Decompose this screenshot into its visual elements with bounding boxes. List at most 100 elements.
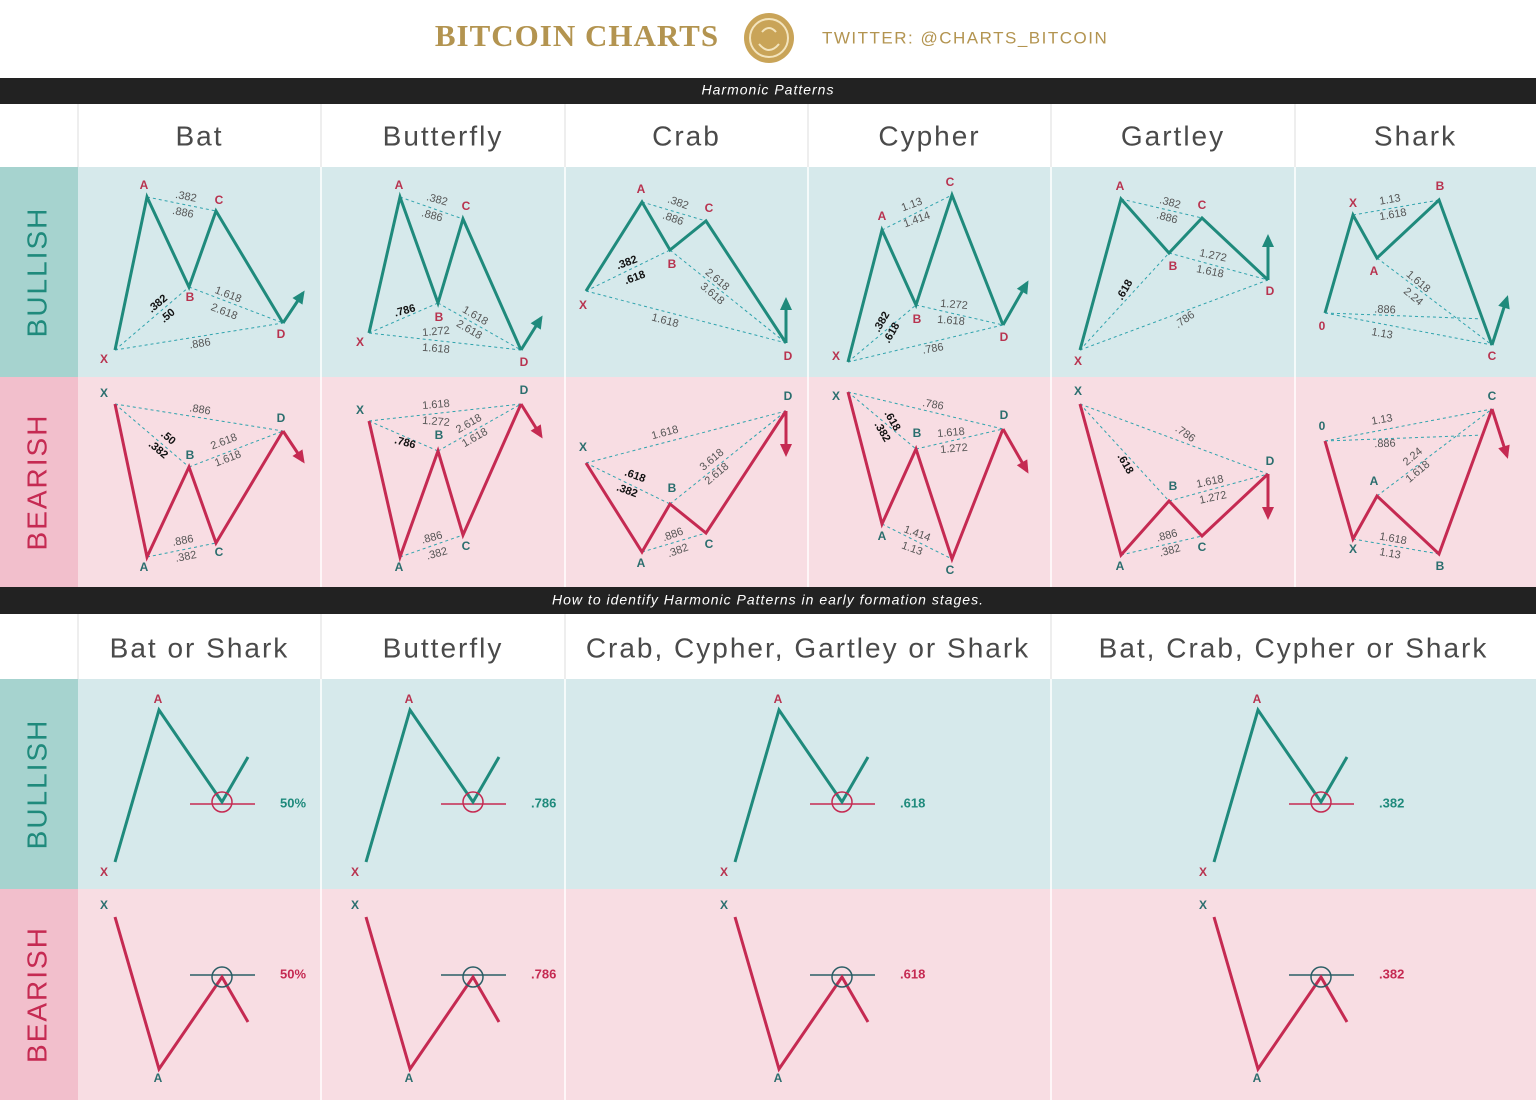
ratio-label: 1.618 bbox=[422, 342, 450, 356]
point-label: D bbox=[1266, 284, 1275, 298]
column-title: Crab bbox=[652, 120, 721, 151]
point-label: X bbox=[1349, 542, 1357, 556]
arrow-head bbox=[780, 444, 792, 457]
ratio-line bbox=[1120, 535, 1203, 556]
pattern-line bbox=[364, 706, 501, 863]
level-label: .382 bbox=[1379, 966, 1404, 981]
ratio-label: 1.618 bbox=[937, 314, 965, 328]
point-label: C bbox=[1198, 540, 1207, 554]
ratio-line bbox=[1376, 257, 1493, 346]
row-bg bbox=[78, 889, 1536, 1100]
ratio-label: .382 bbox=[174, 549, 197, 565]
point-label: C bbox=[705, 201, 714, 215]
ratio-line bbox=[1168, 252, 1269, 281]
ratio-label: .786 bbox=[393, 434, 417, 451]
row-label: BEARISH bbox=[21, 414, 52, 551]
ratio-line bbox=[641, 201, 707, 222]
banner-bg bbox=[0, 587, 1536, 614]
pattern-line bbox=[1078, 195, 1270, 351]
point-label: A bbox=[637, 556, 646, 570]
ratio-label: .886 bbox=[188, 336, 211, 351]
column-title: Bat bbox=[175, 120, 223, 151]
ratio-line bbox=[915, 304, 1004, 326]
point-label: A bbox=[878, 529, 887, 543]
point-label: D bbox=[1266, 454, 1275, 468]
point-label: B bbox=[668, 257, 677, 271]
point-label: D bbox=[520, 355, 529, 369]
ratio-line bbox=[114, 403, 284, 432]
point-label: X bbox=[100, 352, 108, 366]
level-marker bbox=[211, 791, 233, 813]
pattern-line bbox=[113, 916, 250, 1073]
point-label: X bbox=[100, 386, 108, 400]
point-label: B bbox=[1436, 179, 1445, 193]
point-label: A bbox=[154, 692, 163, 706]
ratio-line bbox=[399, 534, 464, 558]
ratio-label: .382 bbox=[1158, 542, 1182, 559]
arrow-head bbox=[530, 315, 543, 330]
point-label: X bbox=[579, 298, 587, 312]
ratio-label: .786 bbox=[921, 397, 944, 413]
ratio-label: .886 bbox=[1374, 304, 1396, 317]
point-label: D bbox=[1000, 330, 1009, 344]
ratio-label: 1.13 bbox=[1378, 546, 1401, 562]
row-label-bg bbox=[0, 167, 78, 377]
ratio-label: 1.272 bbox=[940, 298, 968, 312]
point-label: A bbox=[395, 178, 404, 192]
pattern-line bbox=[367, 403, 523, 563]
ratio-label: 1.618 bbox=[1195, 473, 1224, 490]
column-title: Butterfly bbox=[383, 120, 504, 151]
pattern-line bbox=[1323, 197, 1494, 346]
level-label: .618 bbox=[900, 966, 925, 981]
point-label: A bbox=[140, 178, 149, 192]
ratio-line bbox=[1120, 198, 1203, 219]
point-label: C bbox=[946, 175, 955, 189]
point-label: A bbox=[1116, 179, 1125, 193]
row-bg bbox=[78, 679, 1536, 889]
ratio-line bbox=[114, 403, 190, 468]
level-marker bbox=[831, 966, 853, 988]
point-label: C bbox=[705, 537, 714, 551]
ratio-line bbox=[881, 194, 953, 231]
ratio-line bbox=[368, 332, 522, 351]
pattern-line bbox=[584, 410, 788, 555]
level-label: 50% bbox=[280, 966, 306, 981]
point-label: X bbox=[720, 898, 728, 912]
row-bg bbox=[78, 377, 1536, 587]
point-label: 0 bbox=[1319, 419, 1326, 433]
point-label: B bbox=[1169, 479, 1178, 493]
ratio-line bbox=[1376, 408, 1493, 497]
ratio-label: 1.272 bbox=[940, 442, 968, 456]
ratio-line bbox=[585, 410, 787, 464]
ratio-line bbox=[1324, 434, 1486, 442]
point-label: C bbox=[462, 199, 471, 213]
level-marker bbox=[211, 966, 233, 988]
arrow-head bbox=[292, 290, 305, 305]
ratio-line bbox=[114, 286, 190, 351]
row-label-bg bbox=[0, 889, 78, 1100]
ratio-line bbox=[368, 420, 439, 452]
ratio-line bbox=[669, 410, 787, 505]
point-label: C bbox=[462, 539, 471, 553]
ratio-line bbox=[847, 324, 1004, 363]
ratio-label: .886 bbox=[171, 533, 194, 549]
logo bbox=[744, 13, 794, 63]
column-title: Bat or Shark bbox=[110, 632, 290, 663]
point-label: X bbox=[351, 898, 359, 912]
ratio-line bbox=[1352, 538, 1440, 555]
ratio-line bbox=[1324, 312, 1486, 320]
pattern-line bbox=[113, 706, 250, 863]
point-label: X bbox=[356, 403, 364, 417]
point-label: D bbox=[277, 411, 286, 425]
pattern-line bbox=[1323, 408, 1494, 557]
ratio-line bbox=[585, 290, 787, 344]
ratio-label: .886 bbox=[420, 529, 444, 546]
point-label: C bbox=[946, 563, 955, 577]
ratio-line bbox=[437, 302, 522, 351]
level-label: .618 bbox=[900, 795, 925, 810]
header-title: BITCOIN CHARTS bbox=[435, 18, 719, 53]
ratio-line bbox=[437, 403, 522, 452]
ratio-label: .786 bbox=[393, 302, 417, 319]
point-label: X bbox=[1199, 865, 1207, 879]
point-label: X bbox=[1349, 196, 1357, 210]
